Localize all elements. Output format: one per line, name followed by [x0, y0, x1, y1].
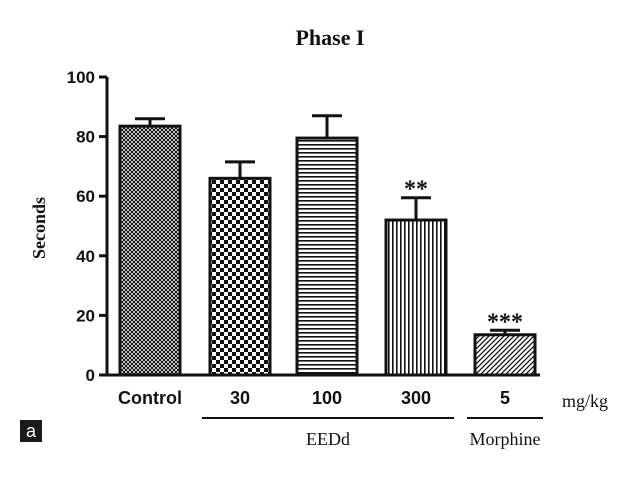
panel-label: a — [26, 421, 37, 441]
bar-3 — [384, 218, 448, 377]
bars: ***** — [118, 114, 537, 377]
group-label-0: EEDd — [306, 429, 350, 449]
chart-title: Phase I — [295, 25, 364, 50]
y-tick-label-2: 40 — [76, 247, 95, 266]
unit-label: mg/kg — [562, 391, 608, 411]
group-brackets: EEDd Morphine — [202, 417, 543, 449]
y-axis-label: Seconds — [29, 197, 49, 259]
group-label-1: Morphine — [470, 429, 541, 449]
bar-1 — [208, 176, 272, 377]
bar-4 — [473, 333, 537, 377]
y-tick-label-0: 0 — [86, 366, 95, 385]
x-tick-label-0: Control — [118, 388, 182, 408]
panel-label-box — [20, 420, 42, 442]
bar-0 — [118, 124, 182, 377]
x-tick-label-2: 100 — [312, 388, 342, 408]
y-tick-label-3: 60 — [76, 187, 95, 206]
significance-mark-4: *** — [487, 309, 523, 335]
y-tick-label-1: 20 — [76, 306, 95, 325]
x-tick-label-3: 300 — [401, 388, 431, 408]
y-tick-label-5: 100 — [67, 68, 95, 87]
y-tick-label-4: 80 — [76, 128, 95, 147]
x-tick-label-4: 5 — [500, 388, 510, 408]
x-tick-label-1: 30 — [230, 388, 250, 408]
bar-2 — [295, 136, 359, 377]
significance-mark-3: ** — [404, 177, 428, 203]
x-axis-tick-labels: Control 30 100 300 5 — [118, 388, 510, 408]
